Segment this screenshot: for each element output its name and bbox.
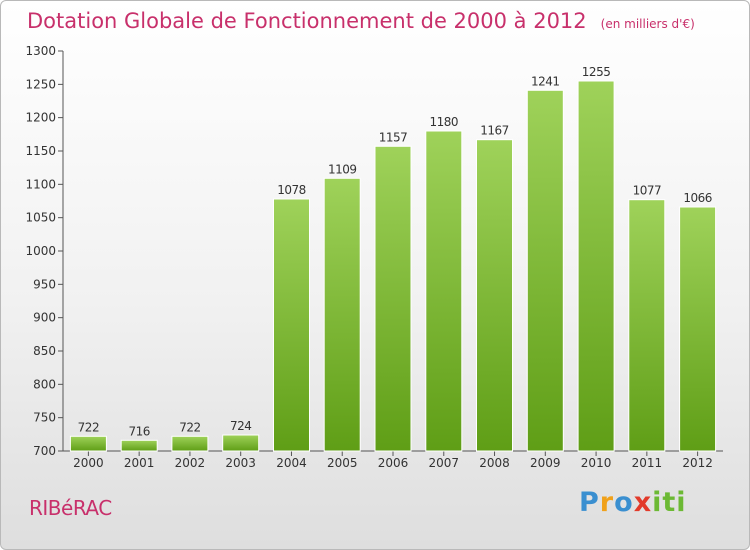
x-tick-label: 2010	[581, 456, 612, 470]
bar	[374, 145, 412, 452]
bar	[628, 199, 666, 452]
bar	[222, 434, 260, 452]
bar-series	[69, 80, 717, 452]
chart-title: Dotation Globale de Fonctionnement de 20…	[27, 9, 695, 33]
data-label: 1066	[683, 191, 712, 205]
x-tick-label: 2008	[479, 456, 510, 470]
data-label: 1241	[531, 74, 560, 88]
data-label: 1167	[480, 124, 509, 138]
bar	[273, 198, 310, 452]
bar	[171, 435, 209, 452]
data-label: 1255	[582, 65, 611, 79]
data-label: 1078	[277, 183, 306, 197]
y-tick-label: 1050	[25, 211, 56, 225]
y-tick-label: 850	[33, 344, 56, 358]
bar	[69, 435, 107, 452]
x-tick-label: 2004	[276, 456, 307, 470]
x-tick-label: 2005	[327, 456, 358, 470]
y-tick-label: 1150	[25, 144, 56, 158]
x-tick-label: 2006	[378, 456, 409, 470]
data-label: 1077	[633, 184, 662, 198]
data-label: 722	[78, 420, 99, 434]
x-tick-label: 2011	[632, 456, 663, 470]
title-unit: (en milliers d'€)	[600, 17, 695, 31]
x-tick-label: 2003	[225, 456, 256, 470]
bar	[526, 89, 564, 452]
y-tick-label: 1000	[25, 244, 56, 258]
x-tick-label: 2000	[73, 456, 104, 470]
bar	[577, 80, 615, 452]
x-axis: 2000 2001 2002 2003 2004 2005 2006 2007 2008 2009…	[63, 450, 723, 470]
bar	[323, 177, 361, 452]
data-labels: 722 716 722 724 1078 1109 1157 1180 1167 1241 1255…	[78, 65, 713, 438]
bar	[120, 439, 158, 452]
x-tick-label: 2012	[682, 456, 713, 470]
x-tick-label: 2009	[530, 456, 561, 470]
place-name: RIBéRAC	[29, 496, 112, 520]
x-tick-label: 2007	[428, 456, 459, 470]
y-tick-label: 900	[33, 311, 56, 325]
y-tick-label: 1200	[25, 111, 56, 125]
bar	[679, 206, 717, 452]
data-label: 1180	[429, 115, 458, 129]
data-label: 716	[128, 424, 149, 438]
title-text: Dotation Globale de Fonctionnement de 20…	[27, 9, 587, 33]
y-tick-label: 700	[33, 444, 56, 458]
data-label: 1157	[379, 130, 408, 144]
data-label: 724	[230, 419, 251, 433]
y-tick-label: 750	[33, 411, 56, 425]
bar	[425, 130, 463, 452]
data-label: 722	[179, 420, 200, 434]
y-tick-label: 800	[33, 377, 56, 391]
bar	[476, 139, 513, 452]
y-tick-label: 950	[33, 277, 56, 291]
x-tick-label: 2002	[175, 456, 206, 470]
proxiti-logo[interactable]: Proxiti	[579, 487, 687, 518]
x-tick-label: 2001	[124, 456, 155, 470]
y-tick-label: 1300	[25, 44, 56, 58]
y-tick-label: 1100	[25, 177, 56, 191]
y-tick-label: 1250	[25, 77, 56, 91]
y-axis: 700 750 800 850 900 950 1000 1050 1100 1150 1200 12…	[25, 44, 64, 458]
data-label: 1109	[328, 162, 357, 176]
